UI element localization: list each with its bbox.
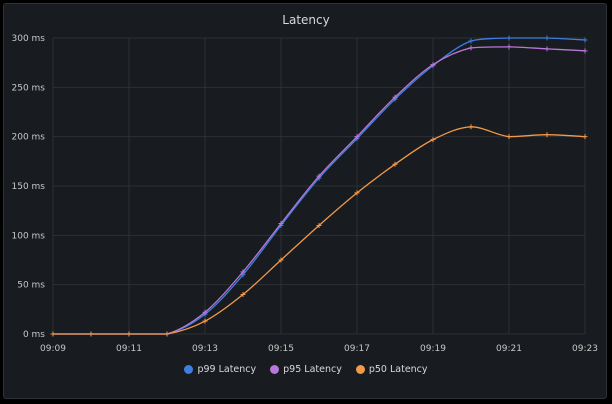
chart-title: Latency: [282, 13, 330, 27]
chart-panel: [3, 3, 607, 399]
series-p95-latency: [50, 44, 588, 337]
data-point[interactable]: [392, 94, 398, 100]
legend-label: p50 Latency: [368, 364, 428, 375]
legend-item[interactable]: p95 Latency: [270, 364, 342, 375]
data-point[interactable]: [430, 62, 436, 68]
series-lines: [50, 35, 588, 337]
legend-swatch-icon: [355, 365, 365, 374]
legend-item[interactable]: p50 Latency: [355, 364, 428, 375]
data-point[interactable]: [468, 38, 474, 44]
data-point[interactable]: [544, 132, 550, 138]
data-point[interactable]: [544, 35, 550, 41]
y-tick-label: 0 ms: [23, 330, 45, 340]
x-tick-label: 09:23: [572, 344, 598, 354]
series-line: [53, 46, 586, 335]
data-point[interactable]: [240, 269, 246, 275]
x-tick-label: 09:19: [420, 344, 446, 354]
legend-item[interactable]: p99 Latency: [184, 364, 256, 375]
data-point[interactable]: [506, 44, 512, 50]
data-point[interactable]: [126, 331, 132, 337]
data-point[interactable]: [278, 257, 284, 263]
series-line: [53, 126, 586, 335]
data-point[interactable]: [50, 331, 56, 337]
data-point[interactable]: [88, 331, 94, 337]
x-tick-label: 09:17: [344, 344, 370, 354]
legend-label: p99 Latency: [197, 364, 257, 375]
data-point[interactable]: [354, 190, 360, 196]
legend-label: p95 Latency: [283, 364, 342, 375]
data-point[interactable]: [240, 292, 246, 298]
x-tick-label: 09:11: [116, 344, 142, 354]
x-tick-label: 09:09: [40, 344, 66, 354]
data-point[interactable]: [468, 124, 474, 130]
data-point[interactable]: [430, 137, 436, 143]
data-point[interactable]: [468, 45, 474, 51]
data-point[interactable]: [544, 46, 550, 52]
data-point[interactable]: [392, 161, 398, 167]
x-tick-label: 09:15: [268, 344, 294, 354]
data-point[interactable]: [202, 309, 208, 315]
grid-lines: [52, 37, 586, 335]
y-tick-label: 300 ms: [12, 34, 46, 44]
data-point[interactable]: [316, 173, 322, 179]
x-tick-label: 09:21: [496, 344, 522, 354]
y-tick-label: 150 ms: [12, 182, 46, 192]
data-point[interactable]: [582, 37, 588, 43]
y-tick-label: 100 ms: [12, 231, 46, 241]
data-point[interactable]: [506, 35, 512, 41]
y-tick-label: 50 ms: [17, 281, 45, 291]
data-point[interactable]: [506, 134, 512, 140]
legend-swatch-icon: [184, 365, 194, 374]
data-point[interactable]: [278, 220, 284, 226]
data-point[interactable]: [202, 318, 208, 324]
data-point[interactable]: [316, 222, 322, 228]
y-tick-label: 250 ms: [12, 83, 46, 93]
y-tick-label: 200 ms: [12, 133, 46, 143]
x-tick-label: 09:13: [192, 344, 218, 354]
series-p50-latency: [50, 124, 588, 337]
x-axis-ticks: 09:09 09:11 09:13 09:15 09:17 09:19 09:21 09:23: [40, 344, 598, 354]
legend-swatch-icon: [270, 365, 280, 374]
y-axis-ticks: 0 ms 50 ms 100 ms 150 ms 200 ms 250 ms 300 ms: [12, 34, 46, 340]
data-point[interactable]: [582, 48, 588, 54]
data-point[interactable]: [582, 134, 588, 140]
chart-legend: p99 Latency p95 Latency p50 Latency: [0, 364, 612, 375]
data-point[interactable]: [354, 134, 360, 140]
data-point[interactable]: [164, 331, 170, 337]
